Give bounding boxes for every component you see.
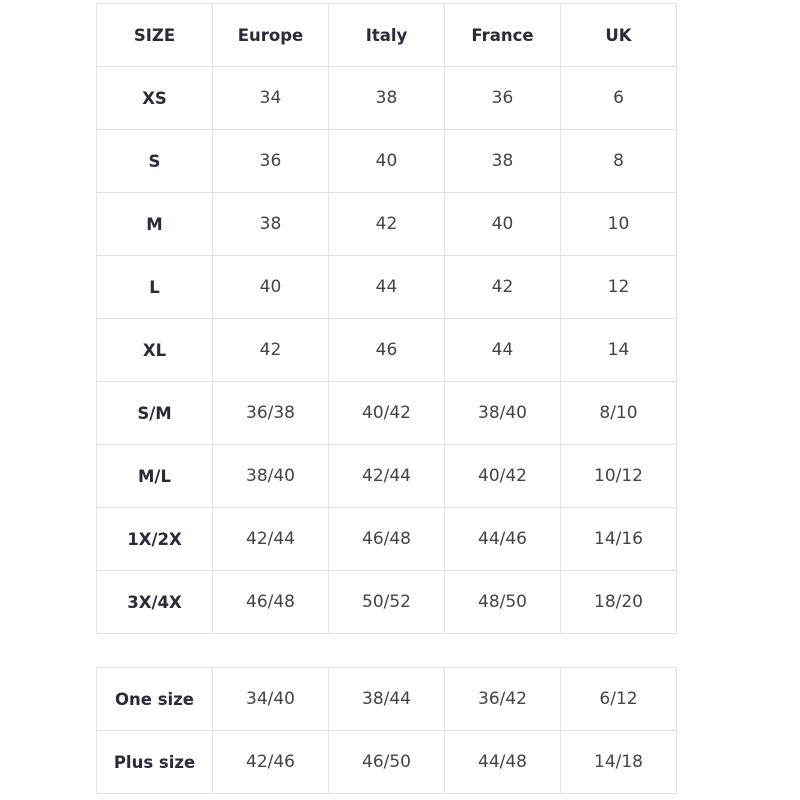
size-value-cell: 46/48: [328, 507, 445, 571]
size-value-cell: 38/40: [444, 381, 561, 445]
size-value-cell: 42: [212, 318, 329, 382]
column-header: Europe: [212, 3, 329, 67]
size-value-cell: 14/16: [560, 507, 677, 571]
size-value-cell: 40: [444, 192, 561, 256]
column-header: UK: [560, 3, 677, 67]
size-value-cell: 38: [328, 66, 445, 130]
size-value-cell: 42/44: [212, 507, 329, 571]
size-conversion-table: SIZE Europe Italy France UK XS 34 38 36 6 S 36 40 38 8…: [96, 3, 677, 634]
size-value-cell: 40/42: [328, 381, 445, 445]
size-value-cell: 14: [560, 318, 677, 382]
table-row: S 36 40 38 8: [96, 129, 677, 193]
table-row: 3X/4X 46/48 50/52 48/50 18/20: [96, 570, 677, 634]
size-value-cell: 38/44: [328, 667, 445, 731]
size-value-cell: 40: [212, 255, 329, 319]
size-value-cell: 38: [212, 192, 329, 256]
size-value-cell: 44/48: [444, 730, 561, 794]
size-value-cell: 44: [444, 318, 561, 382]
size-value-cell: 6/12: [560, 667, 677, 731]
size-label-cell: XL: [96, 318, 213, 382]
table-row: XS 34 38 36 6: [96, 66, 677, 130]
table-row: 1X/2X 42/44 46/48 44/46 14/16: [96, 507, 677, 571]
size-value-cell: 8/10: [560, 381, 677, 445]
size-label-cell: L: [96, 255, 213, 319]
size-label-cell: 3X/4X: [96, 570, 213, 634]
column-header: Italy: [328, 3, 445, 67]
size-label-cell: 1X/2X: [96, 507, 213, 571]
table-row: M/L 38/40 42/44 40/42 10/12: [96, 444, 677, 508]
size-value-cell: 36: [444, 66, 561, 130]
size-value-cell: 34/40: [212, 667, 329, 731]
size-label-cell: S/M: [96, 381, 213, 445]
size-value-cell: 42/44: [328, 444, 445, 508]
column-header: France: [444, 3, 561, 67]
size-value-cell: 12: [560, 255, 677, 319]
one-plus-size-table: One size 34/40 38/44 36/42 6/12 Plus size 42/4…: [96, 667, 677, 794]
size-label-cell: Plus size: [96, 730, 213, 794]
size-value-cell: 44/46: [444, 507, 561, 571]
size-value-cell: 42: [444, 255, 561, 319]
header-row: SIZE Europe Italy France UK: [96, 3, 677, 67]
size-value-cell: 40: [328, 129, 445, 193]
size-label-cell: XS: [96, 66, 213, 130]
size-value-cell: 46/48: [212, 570, 329, 634]
size-label-cell: One size: [96, 667, 213, 731]
table-row: M 38 42 40 10: [96, 192, 677, 256]
size-value-cell: 46: [328, 318, 445, 382]
table-row: One size 34/40 38/44 36/42 6/12: [96, 667, 677, 731]
size-value-cell: 42: [328, 192, 445, 256]
size-value-cell: 44: [328, 255, 445, 319]
size-value-cell: 36: [212, 129, 329, 193]
size-label-cell: M/L: [96, 444, 213, 508]
size-value-cell: 36/42: [444, 667, 561, 731]
size-value-cell: 6: [560, 66, 677, 130]
table-row: XL 42 46 44 14: [96, 318, 677, 382]
size-value-cell: 10/12: [560, 444, 677, 508]
column-header: SIZE: [96, 3, 213, 67]
size-label-cell: M: [96, 192, 213, 256]
size-value-cell: 18/20: [560, 570, 677, 634]
size-value-cell: 48/50: [444, 570, 561, 634]
size-value-cell: 38/40: [212, 444, 329, 508]
size-value-cell: 14/18: [560, 730, 677, 794]
size-value-cell: 42/46: [212, 730, 329, 794]
table-row: S/M 36/38 40/42 38/40 8/10: [96, 381, 677, 445]
size-value-cell: 8: [560, 129, 677, 193]
size-value-cell: 50/52: [328, 570, 445, 634]
size-value-cell: 34: [212, 66, 329, 130]
table-row: L 40 44 42 12: [96, 255, 677, 319]
size-value-cell: 40/42: [444, 444, 561, 508]
size-value-cell: 38: [444, 129, 561, 193]
size-label-cell: S: [96, 129, 213, 193]
size-value-cell: 46/50: [328, 730, 445, 794]
size-value-cell: 36/38: [212, 381, 329, 445]
size-value-cell: 10: [560, 192, 677, 256]
table-row: Plus size 42/46 46/50 44/48 14/18: [96, 730, 677, 794]
